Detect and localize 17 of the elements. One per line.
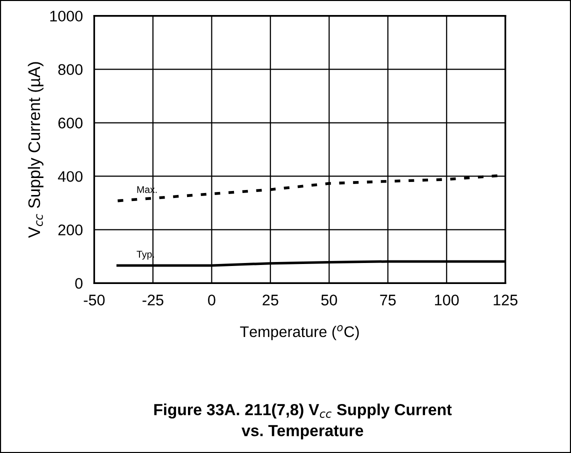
x-tick-label: 75 bbox=[380, 294, 396, 306]
y-tick-label: 600 bbox=[58, 118, 83, 128]
x-tick-label: 25 bbox=[262, 294, 278, 306]
x-tick-label: 0 bbox=[208, 294, 216, 306]
x-tick-label: -25 bbox=[142, 294, 164, 306]
y-axis-title: V$_{cc}$ Supply Current (µA) bbox=[28, 62, 44, 238]
x-axis-title: Temperature ($^{o}$C) bbox=[240, 325, 359, 340]
y-tick-label: 200 bbox=[58, 224, 83, 236]
x-tick-label: 125 bbox=[494, 294, 518, 306]
y-tick-label: 800 bbox=[58, 64, 83, 75]
y-tick-label: 400 bbox=[58, 171, 83, 182]
x-tick-label: 50 bbox=[321, 294, 338, 306]
y-tick-label: 0 bbox=[75, 278, 83, 289]
x-tick-label: -50 bbox=[84, 294, 105, 306]
x-tick-label: 100 bbox=[435, 294, 459, 306]
y-tick-label: 1000 bbox=[50, 10, 83, 22]
text: Figure 33A. 211(7,8) V$_{cc}$ Supply Current vs. Temperature bbox=[154, 404, 452, 440]
